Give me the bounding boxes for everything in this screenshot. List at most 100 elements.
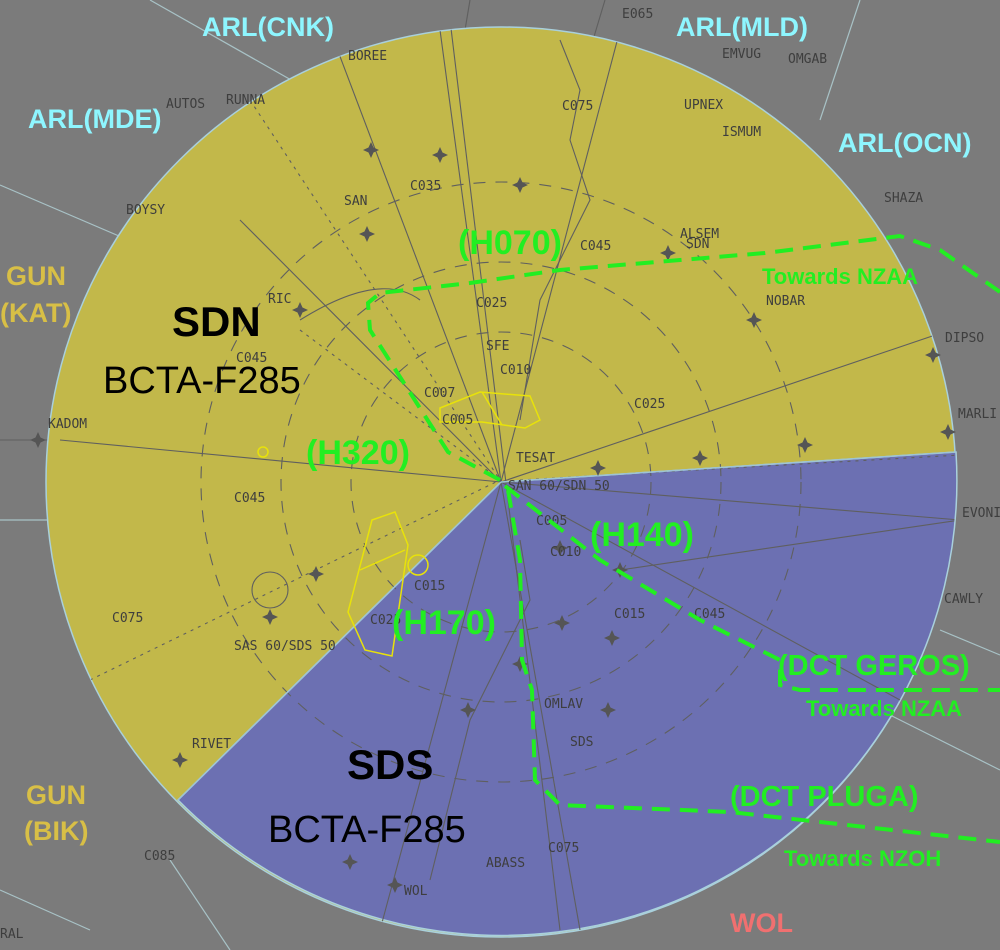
route-h140-label: (H140) <box>590 516 694 554</box>
fix-label: KADOM <box>48 417 87 432</box>
waypoint-marker <box>692 450 708 466</box>
neighbor-gun-bik: GUN <box>26 780 86 810</box>
route-lines <box>365 233 1000 844</box>
fix-label: RIC <box>268 292 291 307</box>
fix-label: SAN <box>344 194 367 209</box>
fix-label: DIPSO <box>945 331 984 346</box>
waypoint-marker <box>308 566 324 582</box>
fix-label: SAN 60/SDN 50 <box>508 479 610 494</box>
restricted-areas <box>257 391 541 657</box>
sector-split-line <box>177 481 502 801</box>
fix-label: SDN <box>686 237 709 252</box>
sector-sdn-levels: BCTA-F285 <box>103 360 301 402</box>
waypoint-marker <box>940 424 956 440</box>
fix-label: UPNEX <box>684 98 723 113</box>
fix-label: C075 <box>112 611 143 626</box>
neighbor-arl-cnk: ARL(CNK) <box>202 12 334 42</box>
neighbor-arl-ocn: ARL(OCN) <box>838 128 971 158</box>
fix-label: C015 <box>614 607 645 622</box>
fix-label: MARLI <box>958 407 997 422</box>
route-h320-label: (H320) <box>306 434 410 472</box>
route-dct-pluga-label: (DCT PLUGA) <box>730 781 918 813</box>
fix-label: C010 <box>550 545 581 560</box>
waypoint-marker <box>342 854 358 870</box>
fix-label: RAL <box>0 927 24 942</box>
neighbor-arl-mld: ARL(MLD) <box>676 12 808 42</box>
fix-label: C075 <box>562 99 593 114</box>
waypoint-marker <box>590 460 606 476</box>
fix-label: BOREE <box>348 49 387 64</box>
fix-label: C025 <box>476 296 507 311</box>
fix-label: C045 <box>234 491 265 506</box>
fix-label: WOL <box>404 884 428 899</box>
fix-label: AUTOS <box>166 97 205 112</box>
towards-nzaa-north-label: Towards NZAA <box>762 264 918 289</box>
fix-label: RIVET <box>192 737 231 752</box>
neighbor-arl-mde: ARL(MDE) <box>28 104 161 134</box>
fix-label: C045 <box>236 351 267 366</box>
waypoint-marker <box>604 630 620 646</box>
route-h070-label: (H070) <box>458 224 562 262</box>
fix-label: SDS <box>570 735 593 750</box>
fix-label: C045 <box>580 239 611 254</box>
sector-split-line <box>500 451 957 483</box>
fix-label: ISMUM <box>722 125 761 140</box>
fix-label: ALSEM <box>680 227 719 242</box>
fix-label: C010 <box>500 363 531 378</box>
neighbor-gun-kat: GUN <box>6 261 66 291</box>
fix-label: C007 <box>424 386 455 401</box>
waypoint-marker <box>554 615 570 631</box>
waypoint-marker <box>925 347 941 363</box>
waypoint-marker <box>172 752 188 768</box>
waypoint-marker <box>30 432 46 448</box>
fix-label: ABASS <box>486 856 525 871</box>
waypoint-marker <box>512 656 528 672</box>
fix-labels: E065 BOREE EMVUG OMGAB AUTOS RUNNA C075 UPNEX IS… <box>0 7 1000 942</box>
waypoint-marker <box>512 177 528 193</box>
fix-label: EVONI <box>962 506 1000 521</box>
waypoint-marker <box>600 702 616 718</box>
sector-sdn-name: SDN <box>172 298 261 345</box>
fix-label: E065 <box>622 7 653 22</box>
neighbor-gun-bik-sub: (BIK) <box>24 816 88 846</box>
sector-sds-area[interactable] <box>176 451 958 937</box>
fix-label: C005 <box>442 413 473 428</box>
sector-sds-name: SDS <box>347 741 433 788</box>
fix-label: C025 <box>370 613 401 628</box>
fix-label: OMGAB <box>788 52 827 67</box>
waypoint-marker <box>432 147 448 163</box>
waypoint-marker <box>363 142 379 158</box>
fix-label: C025 <box>634 397 665 412</box>
towards-nzaa-south-label: Towards NZAA <box>806 696 962 721</box>
waypoint-marker <box>660 245 676 261</box>
sector-sds-levels: BCTA-F285 <box>268 809 466 851</box>
fix-label: NOBAR <box>766 294 805 309</box>
route-h170-label: (H170) <box>392 604 496 642</box>
waypoint-marker <box>387 877 403 893</box>
fix-label: BOYSY <box>126 203 165 218</box>
scope-detail <box>59 27 956 931</box>
waypoint-marker <box>552 540 568 556</box>
route-dct-geros-label: (DCT GEROS) <box>778 650 970 682</box>
fix-label: RUNNA <box>226 93 265 108</box>
fix-label: EMVUG <box>722 47 761 62</box>
waypoint-marker <box>262 609 278 625</box>
neighbor-wol: WOL <box>730 908 793 938</box>
waypoint-marker <box>746 312 762 328</box>
waypoint-marker <box>292 302 308 318</box>
fix-label: SFE <box>486 339 509 354</box>
waypoint-marker <box>797 437 813 453</box>
fix-label: C015 <box>414 579 445 594</box>
fix-label: OMLAV <box>544 697 583 712</box>
fix-label: C035 <box>410 179 441 194</box>
neighbor-gun-kat-sub: (KAT) <box>0 298 71 328</box>
fix-label: TESAT <box>516 451 555 466</box>
fix-label: C045 <box>694 607 725 622</box>
fix-label: C075 <box>548 841 579 856</box>
towards-nzoh-label: Towards NZOH <box>784 846 941 871</box>
waypoint-marker <box>359 226 375 242</box>
fix-label: C085 <box>144 849 175 864</box>
